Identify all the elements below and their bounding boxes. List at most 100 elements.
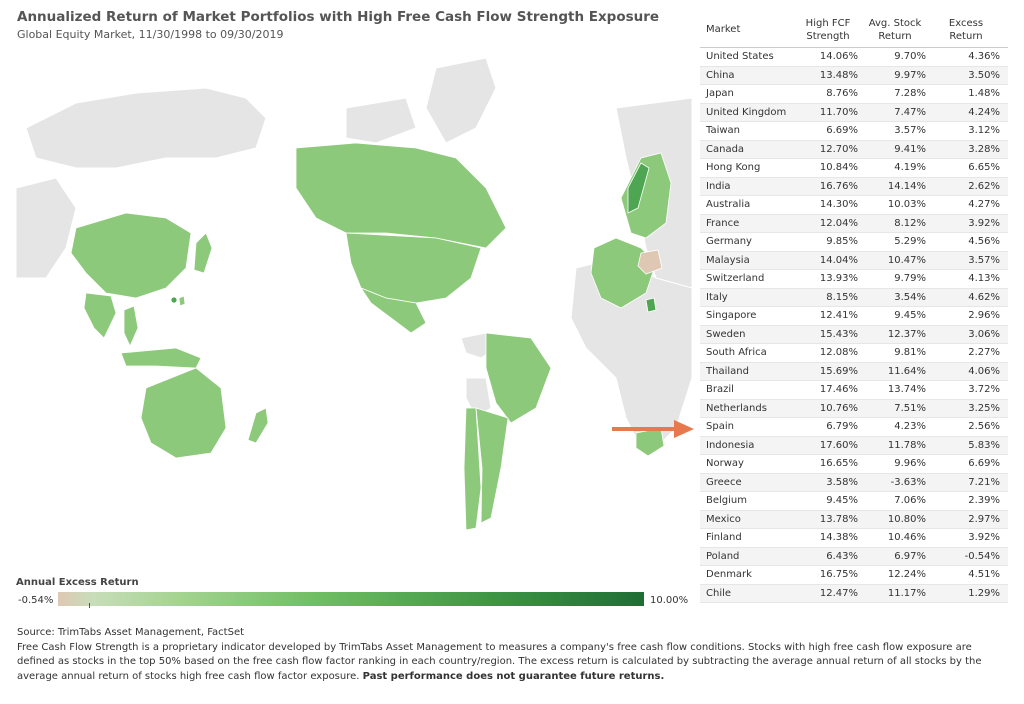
cell-avg-return: 3.57% [894, 125, 926, 137]
map-country-australia [140, 367, 227, 459]
market-table: Market High FCF Strength Avg. Stock Retu… [700, 12, 1008, 603]
cell-high-fcf: 16.75% [819, 569, 858, 581]
legend-color-bar[interactable] [58, 592, 644, 606]
cell-high-fcf: 9.85% [826, 236, 858, 248]
table-row[interactable]: Japan 8.76% 7.28% 1.48% [700, 85, 1008, 104]
cell-market: Germany [706, 236, 752, 248]
table-row[interactable]: United States 14.06% 9.70% 4.36% [700, 48, 1008, 67]
cell-high-fcf: 6.79% [826, 421, 858, 433]
cell-avg-return: 9.41% [894, 143, 926, 155]
cell-market: South Africa [706, 347, 767, 359]
cell-market: United Kingdom [706, 106, 787, 118]
map-country-mexico [359, 287, 427, 334]
cell-market: Singapore [706, 310, 757, 322]
column-header-excess-return[interactable]: Excess Return [948, 17, 984, 42]
table-row[interactable]: Canada 12.70% 9.41% 3.28% [700, 140, 1008, 159]
disclaimer-text: Past performance does not guarantee futu… [362, 670, 665, 682]
map-country-taiwan [178, 295, 186, 307]
cell-avg-return: 9.81% [894, 347, 926, 359]
cell-market: Greece [706, 476, 742, 488]
cell-market: Brazil [706, 384, 734, 396]
cell-excess-return: 3.12% [968, 125, 1000, 137]
table-row[interactable]: China 13.48% 9.97% 3.50% [700, 66, 1008, 85]
table-row[interactable]: Thailand 15.69% 11.64% 4.06% [700, 362, 1008, 381]
cell-avg-return: -3.63% [890, 476, 926, 488]
cell-high-fcf: 15.69% [819, 365, 858, 377]
cell-avg-return: 13.74% [887, 384, 926, 396]
table-row[interactable]: South Africa 12.08% 9.81% 2.27% [700, 344, 1008, 363]
map-country-new-zealand [247, 407, 269, 444]
cell-excess-return: 2.27% [968, 347, 1000, 359]
cell-high-fcf: 14.04% [819, 254, 858, 266]
cell-market: China [706, 69, 735, 81]
legend-title: Annual Excess Return [16, 577, 139, 588]
cell-excess-return: 3.92% [968, 217, 1000, 229]
cell-market: Taiwan [706, 125, 741, 137]
cell-high-fcf: 10.76% [819, 402, 858, 414]
cell-avg-return: 3.54% [894, 291, 926, 303]
column-header-high-fcf[interactable]: High FCF Strength [805, 17, 851, 42]
table-row[interactable]: Denmark 16.75% 12.24% 4.51% [700, 566, 1008, 585]
cell-avg-return: 9.96% [894, 458, 926, 470]
table-row[interactable]: France 12.04% 8.12% 3.92% [700, 214, 1008, 233]
cell-excess-return: 2.97% [968, 513, 1000, 525]
table-row[interactable]: Sweden 15.43% 12.37% 3.06% [700, 325, 1008, 344]
map-country-japan [193, 232, 213, 274]
table-row[interactable]: Belgium 9.45% 7.06% 2.39% [700, 492, 1008, 511]
table-row[interactable]: India 16.76% 14.14% 2.62% [700, 177, 1008, 196]
table-row[interactable]: Switzerland 13.93% 9.79% 4.13% [700, 270, 1008, 289]
table-row[interactable]: Australia 14.30% 10.03% 4.27% [700, 196, 1008, 215]
cell-avg-return: 9.45% [894, 310, 926, 322]
table-row[interactable]: Indonesia 17.60% 11.78% 5.83% [700, 436, 1008, 455]
table-row[interactable]: United Kingdom 11.70% 7.47% 4.24% [700, 103, 1008, 122]
cell-high-fcf: 16.76% [819, 180, 858, 192]
legend-min-label: -0.54% [18, 595, 54, 606]
map-country-western-europe [590, 237, 657, 309]
table-row[interactable]: Taiwan 6.69% 3.57% 3.12% [700, 122, 1008, 141]
column-header-avg-return[interactable]: Avg. Stock Return [868, 17, 922, 42]
cell-avg-return: 6.97% [894, 550, 926, 562]
map-region-greenland [425, 57, 497, 144]
world-map[interactable] [16, 48, 692, 568]
footer: Source: TrimTabs Asset Management, FactS… [17, 626, 1012, 684]
legend-zero-tick [89, 603, 90, 608]
cell-excess-return: 4.27% [968, 199, 1000, 211]
cell-high-fcf: 14.38% [819, 532, 858, 544]
table-row[interactable]: Brazil 17.46% 13.74% 3.72% [700, 381, 1008, 400]
table-row[interactable]: Hong Kong 10.84% 4.19% 6.65% [700, 159, 1008, 178]
cell-excess-return: 3.06% [968, 328, 1000, 340]
cell-avg-return: 14.14% [887, 180, 926, 192]
table-body: United States 14.06% 9.70% 4.36% China 13.48%… [700, 48, 1008, 603]
table-row[interactable]: Greece 3.58% -3.63% 7.21% [700, 473, 1008, 492]
cell-high-fcf: 10.84% [819, 162, 858, 174]
table-row[interactable]: Finland 14.38% 10.46% 3.92% [700, 529, 1008, 548]
table-row[interactable]: Mexico 13.78% 10.80% 2.97% [700, 510, 1008, 529]
methodology-note: Free Cash Flow Strength is a proprietary… [17, 641, 1012, 685]
map-country-canada [295, 142, 507, 249]
chart-title: Annualized Return of Market Portfolios w… [17, 9, 660, 25]
table-row[interactable]: Singapore 12.41% 9.45% 2.96% [700, 307, 1008, 326]
table-row[interactable]: Poland 6.43% 6.97% -0.54% [700, 547, 1008, 566]
table-row[interactable]: Italy 8.15% 3.54% 4.62% [700, 288, 1008, 307]
cell-market: Poland [706, 550, 740, 562]
map-country-norway [627, 162, 650, 214]
table-row[interactable]: Malaysia 14.04% 10.47% 3.57% [700, 251, 1008, 270]
cell-avg-return: 11.64% [887, 365, 926, 377]
table-row[interactable]: Netherlands 10.76% 7.51% 3.25% [700, 399, 1008, 418]
table-row[interactable]: Spain 6.79% 4.23% 2.56% [700, 418, 1008, 437]
table-row[interactable]: Germany 9.85% 5.29% 4.56% [700, 233, 1008, 252]
cell-market: Mexico [706, 513, 741, 525]
cell-high-fcf: 9.45% [826, 495, 858, 507]
cell-avg-return: 12.24% [887, 569, 926, 581]
cell-high-fcf: 12.41% [819, 310, 858, 322]
chart-subtitle: Global Equity Market, 11/30/1998 to 09/3… [17, 28, 284, 41]
column-header-market[interactable]: Market [706, 24, 741, 35]
map-country-thailand [123, 305, 139, 347]
table-row[interactable]: Norway 16.65% 9.96% 6.69% [700, 455, 1008, 474]
cell-market: Hong Kong [706, 162, 761, 174]
cell-high-fcf: 12.08% [819, 347, 858, 359]
cell-excess-return: 4.56% [968, 236, 1000, 248]
cell-excess-return: 3.92% [968, 532, 1000, 544]
cell-market: Chile [706, 587, 732, 599]
table-row[interactable]: Chile 12.47% 11.17% 1.29% [700, 584, 1008, 603]
